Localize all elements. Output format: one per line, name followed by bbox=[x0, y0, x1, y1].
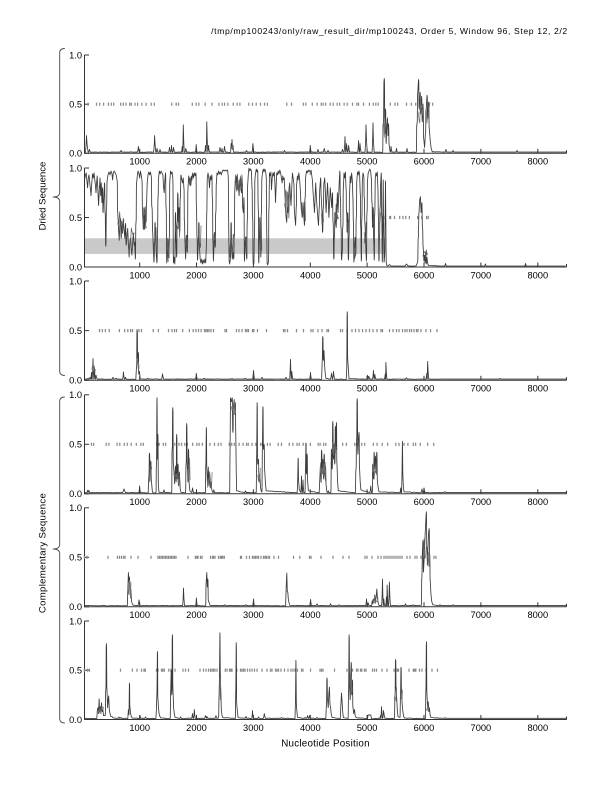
svg-text:0.5: 0.5 bbox=[69, 666, 82, 676]
svg-text:3000: 3000 bbox=[243, 384, 264, 394]
svg-text:4000: 4000 bbox=[300, 497, 321, 507]
svg-text:1000: 1000 bbox=[129, 157, 150, 167]
svg-text:1000: 1000 bbox=[129, 270, 150, 280]
svg-text:8000: 8000 bbox=[527, 610, 548, 620]
svg-text:1000: 1000 bbox=[129, 384, 150, 394]
svg-text:5000: 5000 bbox=[357, 610, 378, 620]
svg-text:5000: 5000 bbox=[357, 384, 378, 394]
svg-text:8000: 8000 bbox=[527, 723, 548, 733]
svg-text:4000: 4000 bbox=[300, 384, 321, 394]
svg-text:2000: 2000 bbox=[186, 723, 207, 733]
svg-text:0.0: 0.0 bbox=[69, 149, 82, 159]
svg-text:8000: 8000 bbox=[527, 157, 548, 167]
svg-text:1.0: 1.0 bbox=[69, 163, 82, 173]
svg-text:Dried Sequence: Dried Sequence bbox=[38, 162, 49, 231]
svg-text:7000: 7000 bbox=[471, 497, 492, 507]
svg-text:1.0: 1.0 bbox=[69, 390, 82, 400]
svg-text:6000: 6000 bbox=[414, 384, 435, 394]
svg-text:Nucleotide Position: Nucleotide Position bbox=[281, 738, 370, 749]
svg-text:6000: 6000 bbox=[414, 157, 435, 167]
svg-text:0.0: 0.0 bbox=[69, 715, 82, 725]
svg-text:1.0: 1.0 bbox=[69, 503, 82, 513]
svg-text:0.0: 0.0 bbox=[69, 602, 82, 612]
svg-text:2000: 2000 bbox=[186, 497, 207, 507]
svg-text:3000: 3000 bbox=[243, 270, 264, 280]
svg-text:6000: 6000 bbox=[414, 610, 435, 620]
svg-text:1.0: 1.0 bbox=[69, 50, 82, 60]
svg-text:3000: 3000 bbox=[243, 723, 264, 733]
svg-text:0.0: 0.0 bbox=[69, 262, 82, 272]
svg-text:2000: 2000 bbox=[186, 270, 207, 280]
svg-text:4000: 4000 bbox=[300, 157, 321, 167]
svg-text:Complementary Sequence: Complementary Sequence bbox=[38, 493, 49, 613]
svg-text:6000: 6000 bbox=[414, 723, 435, 733]
svg-text:6000: 6000 bbox=[414, 497, 435, 507]
svg-text:1000: 1000 bbox=[129, 723, 150, 733]
svg-text:5000: 5000 bbox=[357, 723, 378, 733]
svg-text:7000: 7000 bbox=[471, 157, 492, 167]
svg-text:2000: 2000 bbox=[186, 610, 207, 620]
svg-text:3000: 3000 bbox=[243, 157, 264, 167]
svg-text:0.5: 0.5 bbox=[69, 553, 82, 563]
svg-text:0.0: 0.0 bbox=[69, 489, 82, 499]
svg-text:/tmp/mp100243/only/raw_result_: /tmp/mp100243/only/raw_result_dir/mp1002… bbox=[211, 26, 568, 36]
svg-text:8000: 8000 bbox=[527, 384, 548, 394]
svg-text:8000: 8000 bbox=[527, 270, 548, 280]
svg-text:7000: 7000 bbox=[471, 610, 492, 620]
svg-text:3000: 3000 bbox=[243, 610, 264, 620]
svg-text:0.5: 0.5 bbox=[69, 326, 82, 336]
svg-text:1000: 1000 bbox=[129, 497, 150, 507]
svg-text:0.5: 0.5 bbox=[69, 440, 82, 450]
svg-text:0.5: 0.5 bbox=[69, 213, 82, 223]
svg-text:5000: 5000 bbox=[357, 497, 378, 507]
svg-text:7000: 7000 bbox=[471, 384, 492, 394]
svg-text:4000: 4000 bbox=[300, 723, 321, 733]
svg-text:7000: 7000 bbox=[471, 270, 492, 280]
svg-text:7000: 7000 bbox=[471, 723, 492, 733]
svg-text:0.5: 0.5 bbox=[69, 100, 82, 110]
svg-text:4000: 4000 bbox=[300, 610, 321, 620]
svg-text:5000: 5000 bbox=[357, 157, 378, 167]
svg-text:1.0: 1.0 bbox=[69, 276, 82, 286]
svg-text:5000: 5000 bbox=[357, 270, 378, 280]
svg-text:8000: 8000 bbox=[527, 497, 548, 507]
svg-text:3000: 3000 bbox=[243, 497, 264, 507]
svg-text:2000: 2000 bbox=[186, 157, 207, 167]
svg-text:2000: 2000 bbox=[186, 384, 207, 394]
svg-text:6000: 6000 bbox=[414, 270, 435, 280]
svg-text:1000: 1000 bbox=[129, 610, 150, 620]
svg-text:4000: 4000 bbox=[300, 270, 321, 280]
svg-text:0.0: 0.0 bbox=[69, 376, 82, 386]
svg-text:1.0: 1.0 bbox=[69, 616, 82, 626]
